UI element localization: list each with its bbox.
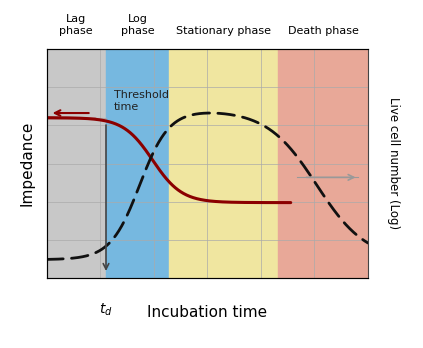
Bar: [47, 49, 106, 278]
Bar: [169, 49, 278, 278]
Text: Log
phase: Log phase: [121, 15, 154, 36]
Text: Death phase: Death phase: [288, 26, 358, 36]
Y-axis label: Live cell number (Log): Live cell number (Log): [387, 97, 401, 230]
Bar: [278, 49, 368, 278]
Text: $t_d$: $t_d$: [99, 301, 113, 318]
Text: Lag
phase: Lag phase: [60, 15, 93, 36]
Text: Threshold
time: Threshold time: [114, 90, 169, 112]
X-axis label: Incubation time: Incubation time: [147, 306, 267, 321]
Y-axis label: Impedance: Impedance: [20, 121, 35, 206]
Text: Stationary phase: Stationary phase: [176, 26, 271, 36]
Bar: [106, 49, 169, 278]
